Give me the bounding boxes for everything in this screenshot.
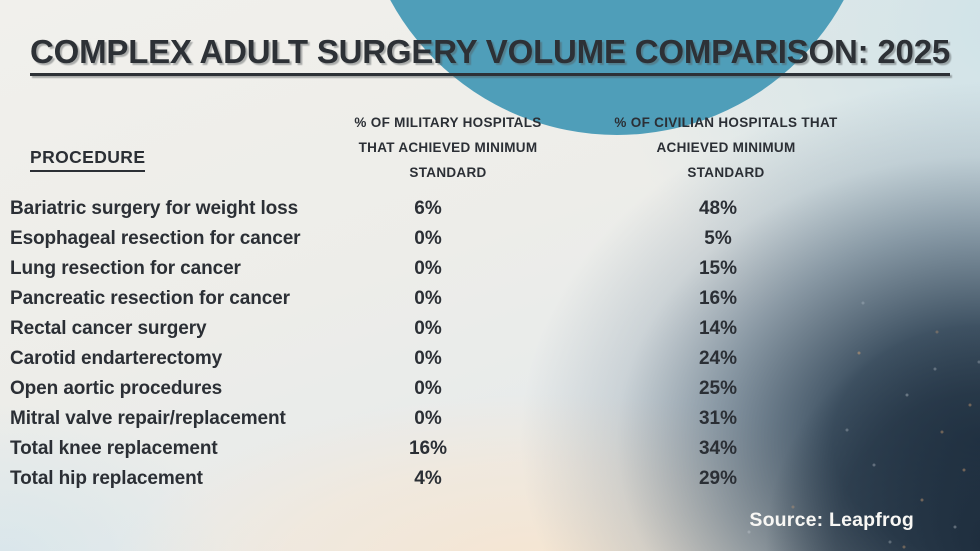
civilian-value-cell: 14% [698,318,738,339]
column-header-military-line3: STANDARD [409,165,487,180]
military-value-cell: 0% [414,318,442,339]
column-header-military-line1: % OF MILITARY HOSPITALS [354,115,542,130]
civilian-value-cell: 29% [698,468,738,489]
procedure-cell: Lung resection for cancer [10,258,241,279]
column-header-military: % OF MILITARY HOSPITALS THAT ACHIEVED MI… [354,110,541,188]
military-value-cell: 4% [414,468,442,489]
procedure-cell: Open aortic procedures [10,378,223,399]
table-row: Mitral valve repair/replacement 0% 31% [8,404,918,434]
civilian-value-cell: 24% [698,348,738,369]
military-value-cell: 0% [414,378,442,399]
column-header-procedure: PROCEDURE [8,147,338,172]
table-row: Lung resection for cancer 0% 15% [8,254,918,284]
table-row: Rectal cancer surgery 0% 14% [8,314,918,344]
column-header-civilian: % OF CIVILIAN HOSPITALS THAT ACHIEVED MI… [526,110,926,188]
civilian-value-cell: 15% [698,258,738,279]
military-value-cell: 0% [414,408,442,429]
procedure-cell: Pancreatic resection for cancer [10,288,290,309]
page-title-text: COMPLEX ADULT SURGERY VOLUME COMPARISON:… [30,34,950,76]
military-value-cell: 0% [414,228,442,249]
procedure-cell: Rectal cancer surgery [10,318,207,339]
table-body: Bariatric surgery for weight loss 6% 48%… [8,194,918,494]
civilian-value-cell: 48% [698,198,738,219]
table-row: Open aortic procedures 0% 25% [8,374,918,404]
table-header-row: PROCEDURE % OF MILITARY HOSPITALS THAT A… [8,110,918,188]
page-title: COMPLEX ADULT SURGERY VOLUME COMPARISON:… [0,34,980,76]
procedure-cell: Bariatric surgery for weight loss [10,198,299,219]
source-attribution: Source: Leapfrog [749,509,914,531]
procedure-cell: Mitral valve repair/replacement [10,408,286,429]
military-value-cell: 6% [414,198,442,219]
civilian-value-cell: 31% [698,408,738,429]
column-header-civilian-line1: % OF CIVILIAN HOSPITALS THAT [614,115,838,130]
column-header-military-line2: THAT ACHIEVED MINIMUM [358,140,538,155]
table-row: Esophageal resection for cancer 0% 5% [8,224,918,254]
procedure-cell: Total hip replacement [10,468,203,489]
civilian-value-cell: 16% [698,288,738,309]
civilian-value-cell: 25% [698,378,738,399]
column-header-civilian-line2: ACHIEVED MINIMUM [656,140,796,155]
procedure-cell: Total knee replacement [10,438,218,459]
table-row: Bariatric surgery for weight loss 6% 48% [8,194,918,224]
military-value-cell: 0% [414,288,442,309]
table-row: Total hip replacement 4% 29% [8,464,918,494]
background-speckles [0,0,2,2]
table-row: Pancreatic resection for cancer 0% 16% [8,284,918,314]
table-row: Total knee replacement 16% 34% [8,434,918,464]
military-value-cell: 0% [414,258,442,279]
table-row: Carotid endarterectomy 0% 24% [8,344,918,374]
military-value-cell: 16% [408,438,448,459]
military-value-cell: 0% [414,348,442,369]
procedure-cell: Carotid endarterectomy [10,348,223,369]
civilian-value-cell: 5% [704,228,732,249]
column-header-civilian-line3: STANDARD [687,165,765,180]
procedure-cell: Esophageal resection for cancer [10,228,301,249]
civilian-value-cell: 34% [698,438,738,459]
